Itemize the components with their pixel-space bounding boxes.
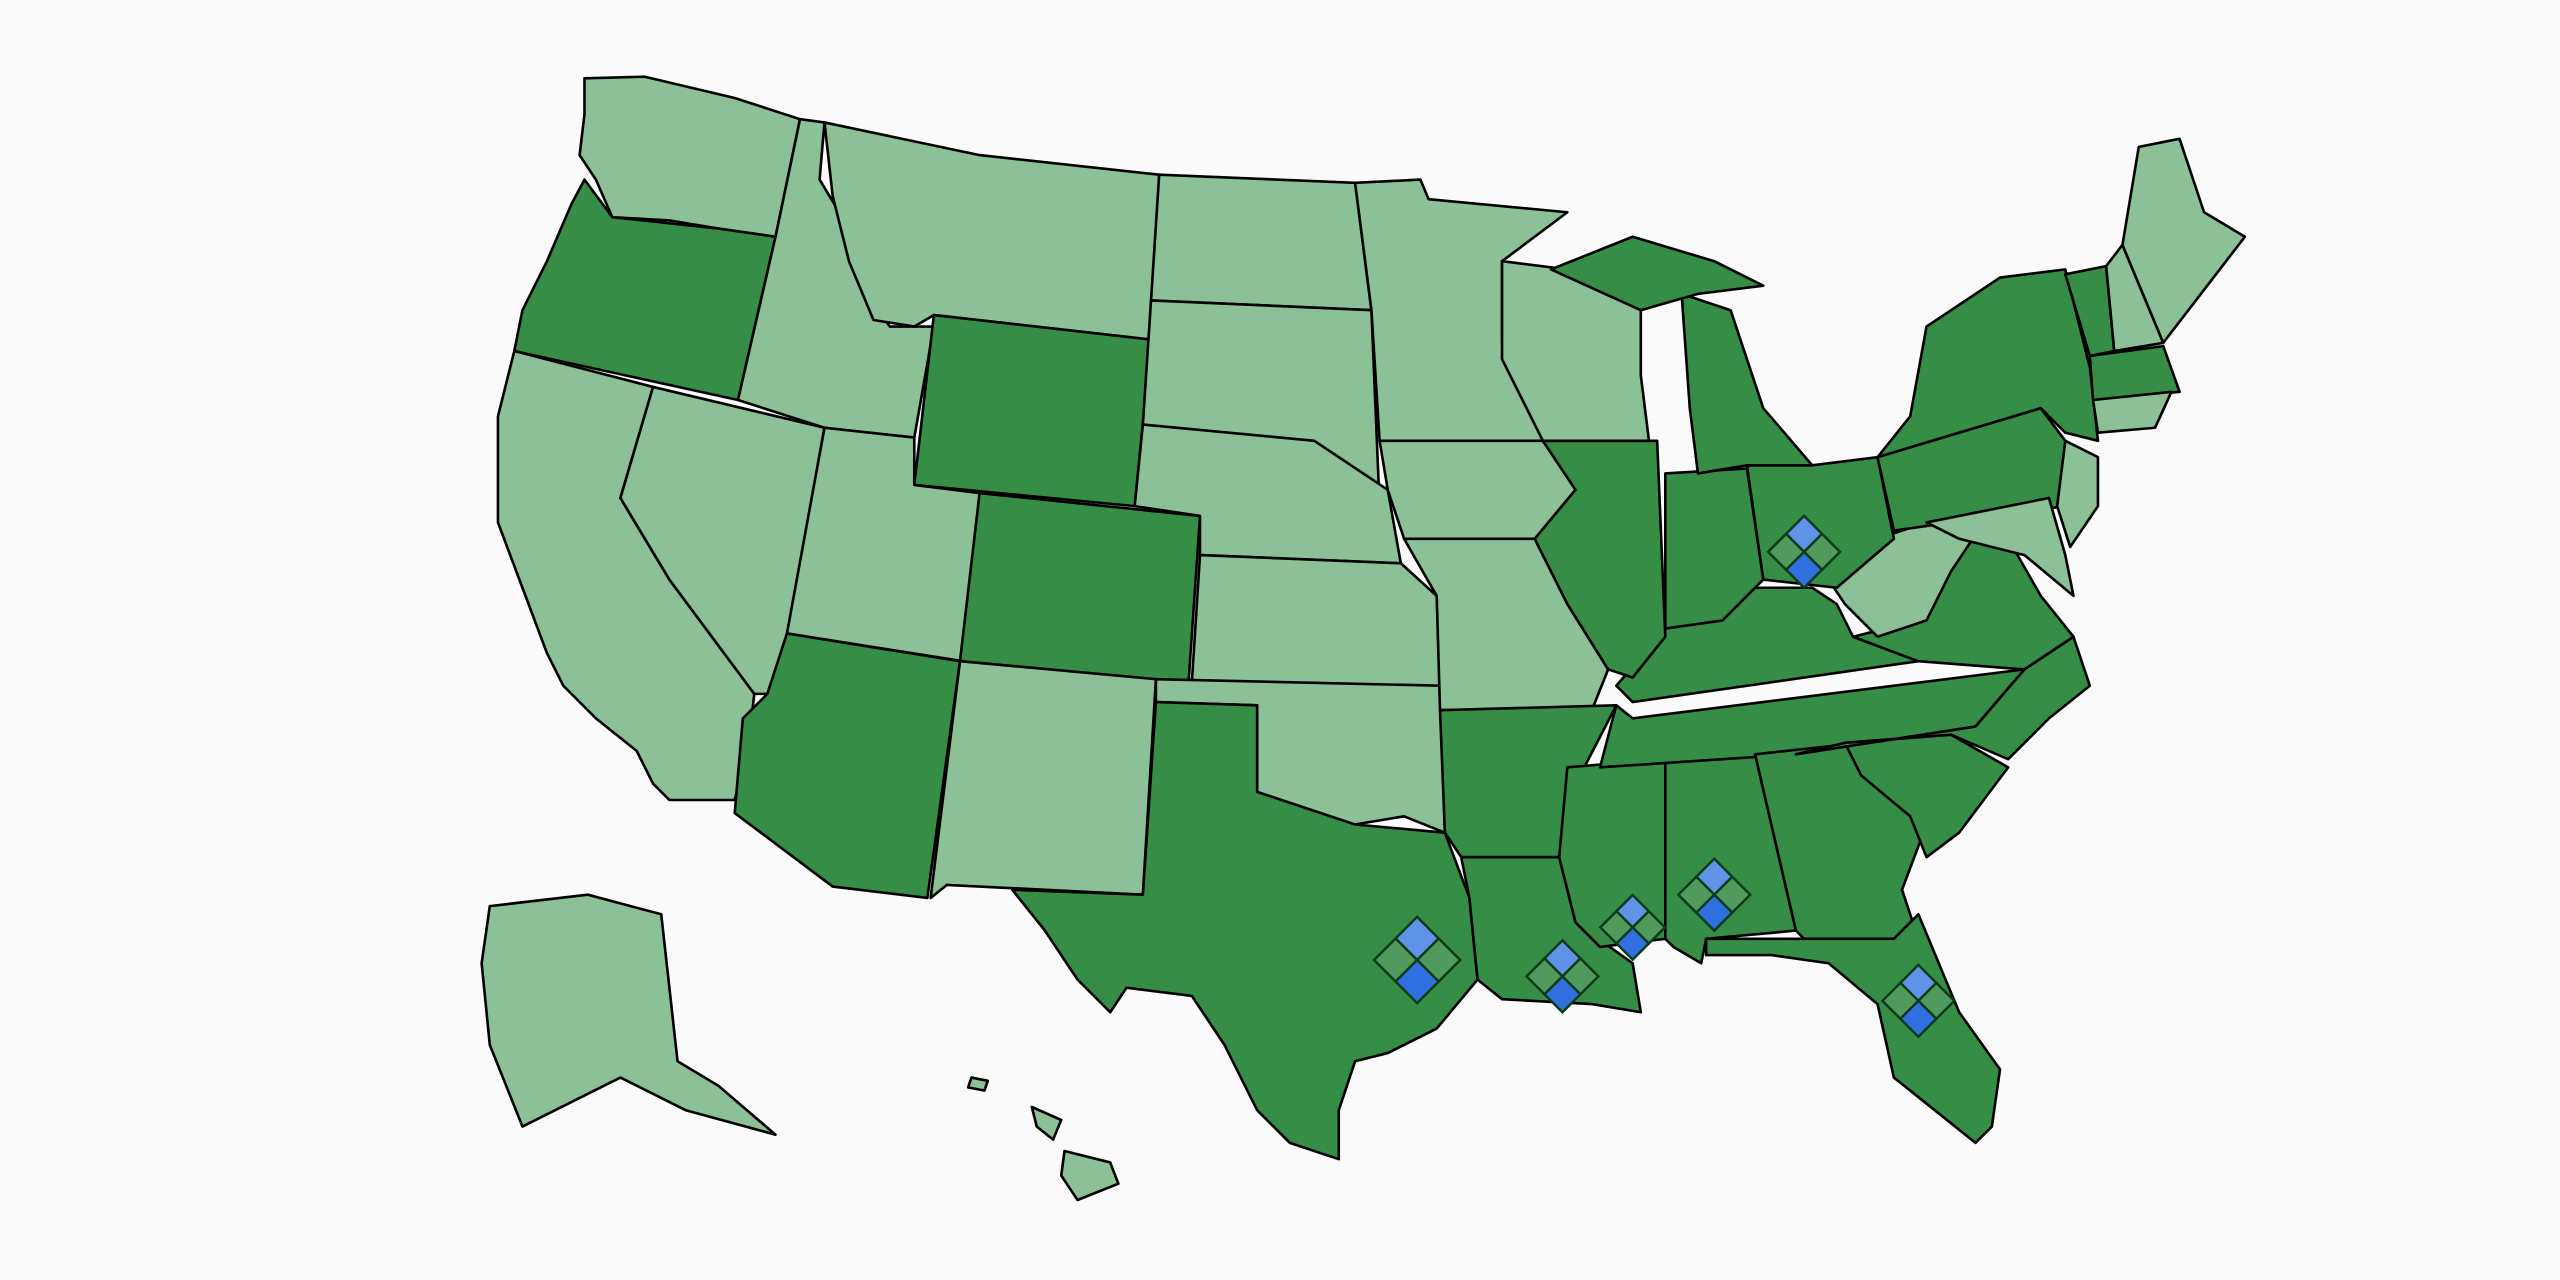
state-ks xyxy=(1190,553,1442,692)
state-ct xyxy=(2091,390,2173,434)
state-me xyxy=(2121,137,2247,345)
state-hi2 xyxy=(1030,1105,1063,1141)
state-co xyxy=(958,491,1202,684)
four-diamond-logo-icon xyxy=(1372,915,1462,1005)
state-ak xyxy=(480,893,777,1136)
state-il xyxy=(1533,439,1667,679)
state-wa xyxy=(578,75,802,239)
state-or xyxy=(512,178,777,402)
four-diamond-logo-icon xyxy=(1524,938,1601,1014)
state-hi3 xyxy=(1059,1149,1120,1202)
four-diamond-logo-icon xyxy=(1880,963,1957,1039)
state-mt xyxy=(823,121,1161,341)
state-mi xyxy=(1680,292,1814,475)
four-diamond-logo-icon xyxy=(1766,514,1842,590)
state-nd xyxy=(1149,173,1373,312)
state-wy xyxy=(912,313,1153,508)
state-tx xyxy=(1010,700,1479,1161)
state-ma xyxy=(2088,344,2181,402)
four-diamond-logo-icon xyxy=(1676,857,1752,933)
state-fl xyxy=(1704,912,2002,1145)
state-hi1 xyxy=(966,1076,990,1092)
state-miu xyxy=(1549,235,1765,312)
state-nc xyxy=(1794,635,2092,761)
four-diamond-logo-icon xyxy=(1598,893,1667,962)
state-in xyxy=(1663,467,1765,630)
state-nm xyxy=(929,659,1158,900)
state-nj xyxy=(2055,439,2100,549)
state-md xyxy=(1925,496,2075,598)
